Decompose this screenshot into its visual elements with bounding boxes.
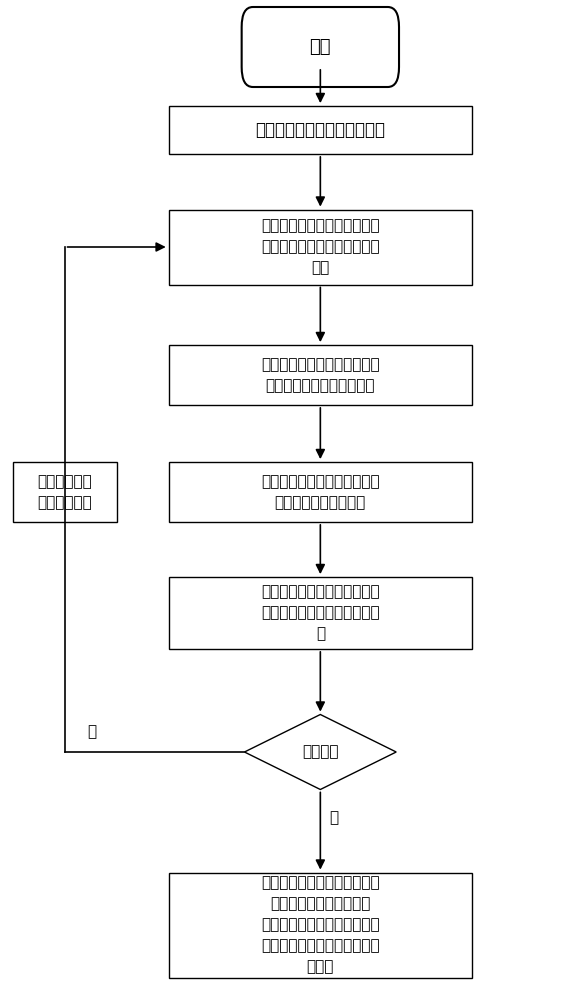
Bar [169,106,472,154]
Polygon shape [244,714,396,790]
Text: 计算各层分解子信号的零交叉
点规律性指标，综合这些
零交叉点规律性指标判定子信
号的振荡以及工业过程的多回
路振荡: 计算各层分解子信号的零交叉 点规律性指标，综合这些 零交叉点规律性指标判定子信 … [261,876,380,974]
Bar [169,872,472,978]
Text: 将均值估计值
作为输出信号: 将均值估计值 作为输出信号 [37,474,92,510]
Text: 开始: 开始 [310,38,331,56]
Bar [169,345,472,405]
FancyBboxPatch shape [242,7,399,87]
Text: 否: 否 [87,724,96,739]
Text: 整合线性提取结果，得到输出
信号的均值估计值和分解子信
号: 整合线性提取结果，得到输出 信号的均值估计值和分解子信 号 [261,584,380,642]
Text: 求多维信号极值点，并对这些
极值点做多维基线节点提取: 求多维信号极值点，并对这些 极值点做多维基线节点提取 [261,357,380,393]
Text: 是: 是 [329,810,338,825]
Bar [169,577,472,649]
Text: 采集所有待检测回路输出信号: 采集所有待检测回路输出信号 [255,121,386,139]
Text: 取投影方向向量，将输出信号
沿方向向量投影得到一组投影
信号: 取投影方向向量，将输出信号 沿方向向量投影得到一组投影 信号 [261,219,380,275]
Bar [13,462,117,522]
Text: 是否停止: 是否停止 [302,744,338,760]
Bar [169,210,472,284]
Text: 对基线节点运用多维线性变换
公式得到线性提取结果: 对基线节点运用多维线性变换 公式得到线性提取结果 [261,474,380,510]
Bar [169,462,472,522]
